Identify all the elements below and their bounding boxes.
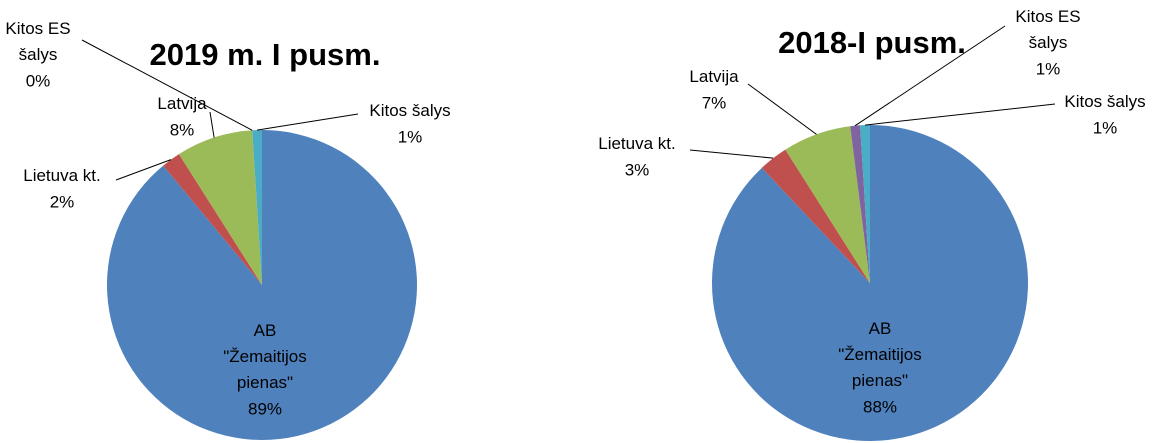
- category-label: Kitos šalys: [1064, 92, 1145, 111]
- pie-slice: [163, 154, 262, 285]
- value-label: 1%: [1093, 118, 1118, 137]
- chart-title: 2019 m. I pusm.: [150, 37, 381, 72]
- chart-title: 2018-I pusm.: [778, 25, 966, 60]
- leader-line: [209, 111, 215, 138]
- value-label: 88%: [863, 397, 897, 416]
- value-label: 0%: [26, 71, 51, 90]
- leader-line: [854, 25, 1006, 127]
- category-label: Lietuva kt.: [23, 166, 101, 185]
- value-label: 2%: [50, 192, 75, 211]
- category-label: Kitos ES šalys: [1015, 7, 1080, 52]
- pie-slice: [712, 125, 1029, 441]
- pie-slice: [761, 149, 870, 283]
- value-label: 1%: [1036, 59, 1061, 78]
- pie-slice: [860, 125, 870, 283]
- leader-line: [257, 113, 359, 131]
- category-label: Kitos šalys: [369, 101, 450, 120]
- value-label: 3%: [625, 160, 650, 179]
- category-label: Kitos ES šalys: [5, 19, 70, 64]
- category-label: AB "Žemaitijos pienas": [223, 321, 307, 392]
- leader-line: [747, 83, 817, 135]
- leader-line: [689, 149, 774, 159]
- category-label: AB "Žemaitijos pienas": [838, 319, 922, 390]
- value-label: 8%: [170, 120, 195, 139]
- value-label: 89%: [248, 399, 282, 418]
- leader-line: [864, 103, 1056, 126]
- value-label: 1%: [398, 127, 423, 146]
- category-label: Lietuva kt.: [598, 134, 676, 153]
- leader-line: [115, 159, 172, 181]
- pie-slice: [252, 130, 262, 285]
- category-label: Latvija: [689, 67, 739, 86]
- value-label: 7%: [702, 93, 727, 112]
- pie-slice: [178, 130, 262, 285]
- category-label: Latvija: [157, 94, 207, 113]
- pie-slice: [785, 126, 870, 283]
- leader-line: [81, 39, 253, 131]
- pie-slice: [850, 125, 870, 284]
